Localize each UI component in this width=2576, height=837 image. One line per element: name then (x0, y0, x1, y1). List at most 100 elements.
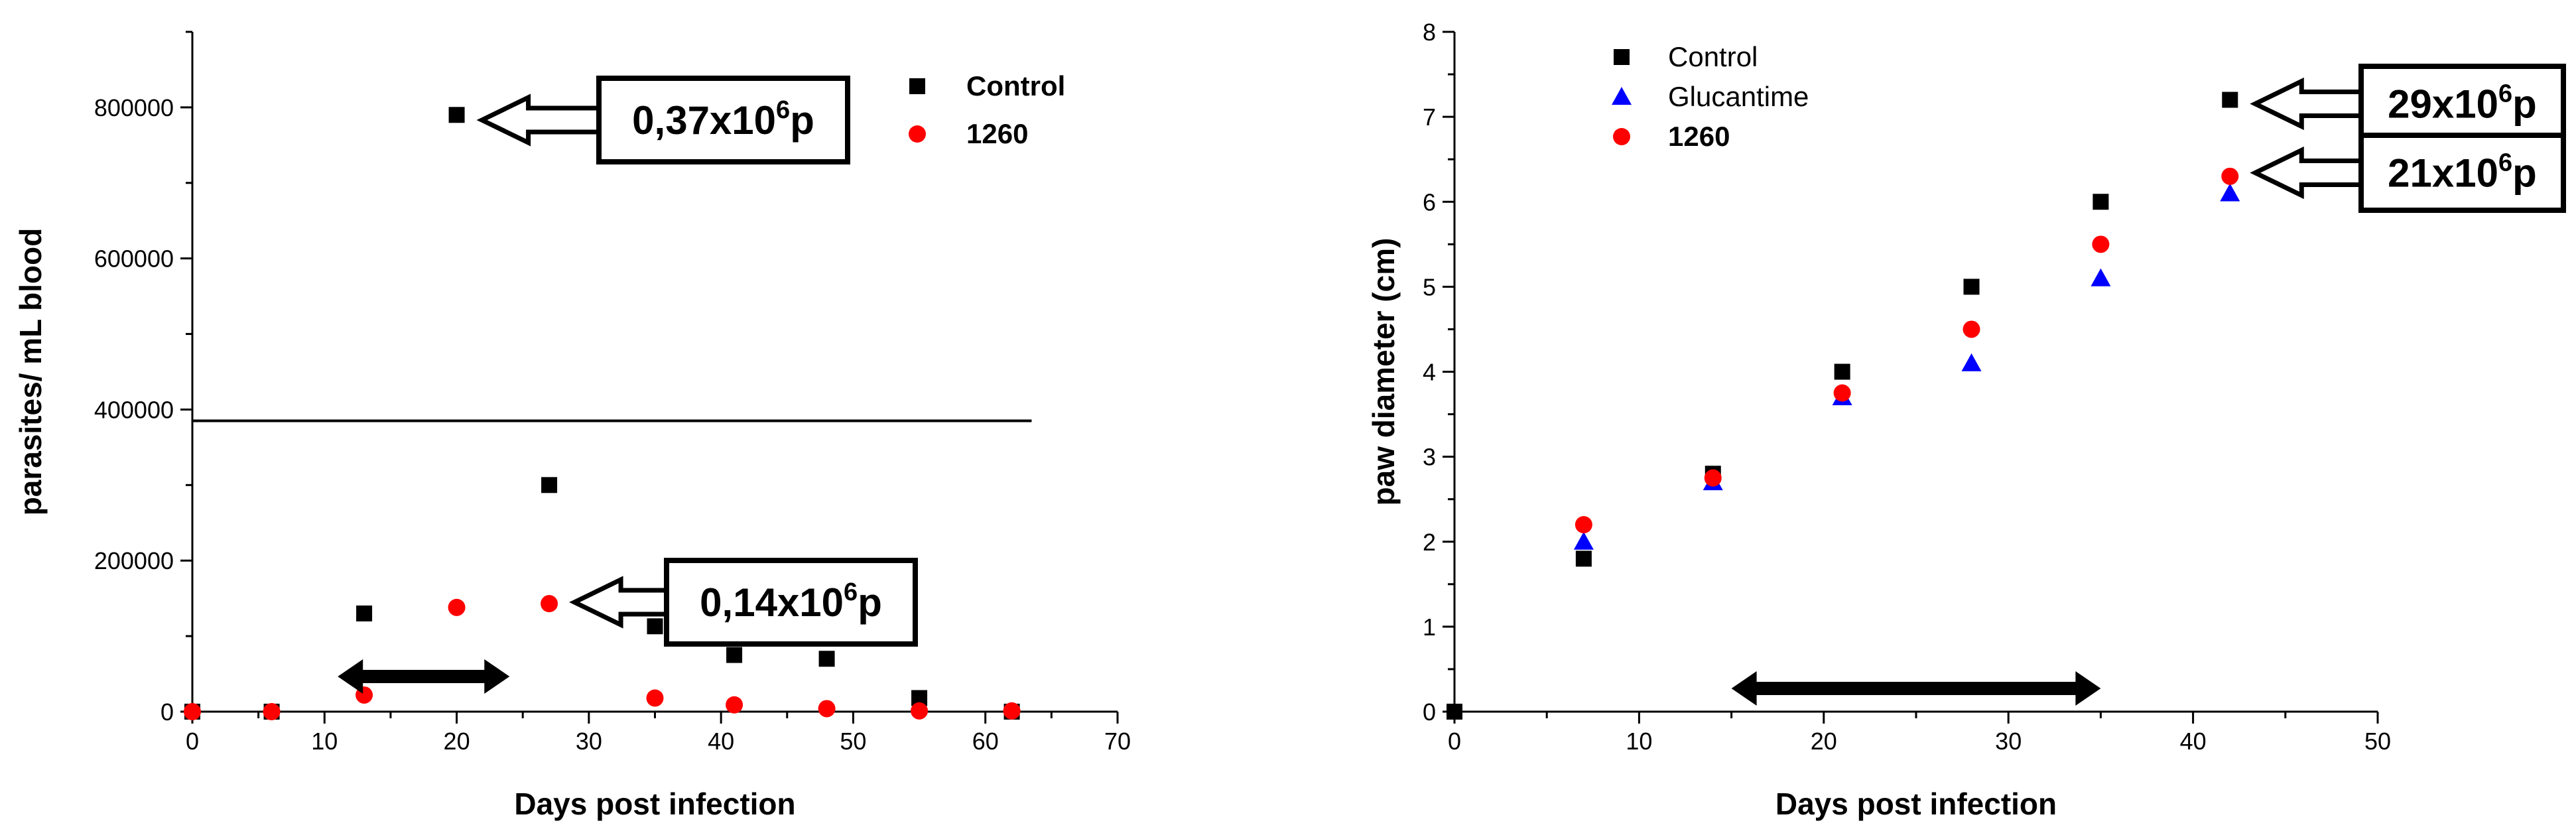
annotation-callout: 0,14x106p (569, 558, 918, 647)
data-point-control (647, 618, 663, 635)
data-point-1260 (911, 702, 929, 720)
y-tick-label: 0 (1423, 698, 1436, 726)
x-tick-label: 20 (444, 728, 470, 755)
treatment-period-arrow (338, 659, 510, 694)
data-point-1260 (646, 689, 664, 707)
annotation-callout: 21x106p (2250, 133, 2566, 213)
y-tick-label: 4 (1423, 359, 1436, 386)
x-tick-label: 40 (708, 728, 734, 755)
x-tick-label: 40 (2180, 728, 2207, 755)
data-point-1260 (2092, 235, 2110, 253)
callout-arrow (476, 94, 604, 147)
data-point-glucantime (2091, 268, 2111, 287)
annotation-callout: 29x106p (2250, 64, 2566, 144)
data-point-1260 (541, 595, 558, 613)
legend-marker-1260 (1613, 128, 1630, 145)
data-point-control (448, 107, 465, 123)
data-point-control (818, 651, 835, 667)
series-1260 (184, 595, 1021, 720)
annotation-callout: 0,37x106p (476, 76, 850, 164)
callout-arrow (2250, 77, 2366, 131)
y-tick-label: 0 (161, 698, 174, 726)
data-point-glucantime (2220, 183, 2240, 202)
data-point-control (541, 477, 558, 493)
y-tick-label: 3 (1423, 444, 1436, 471)
data-point-control (1447, 704, 1462, 720)
callout-label: 0,14x106p (700, 578, 882, 625)
data-point-control (2222, 92, 2238, 108)
x-tick-label: 30 (576, 728, 602, 755)
y-tick-label: 400000 (94, 396, 174, 423)
y-tick-label: 5 (1423, 273, 1436, 300)
series-1260 (1575, 167, 2239, 534)
legend-label-control: Control (966, 70, 1065, 101)
x-tick-label: 60 (972, 728, 999, 755)
callout-box (2358, 64, 2566, 144)
callout-arrow (569, 576, 672, 629)
y-tick-label: 800000 (94, 94, 174, 121)
treatment-period-arrow (1731, 671, 2101, 706)
legend-marker-control (909, 78, 925, 94)
callout-arrow (2250, 146, 2366, 200)
x-tick-label: 10 (311, 728, 338, 755)
legend-marker-control (1614, 49, 1630, 65)
data-point-control (726, 647, 743, 663)
data-point-1260 (1704, 469, 1722, 487)
callout-label-exponent: 6 (2498, 80, 2512, 108)
data-point-control (356, 605, 373, 621)
data-point-control (1575, 550, 1592, 567)
legend-marker-1260 (909, 125, 926, 143)
data-point-1260 (184, 703, 201, 720)
chart-1: 0 10 20 30 40 50 60 70 0 200000 400000 600000 800000… (13, 31, 1131, 821)
callout-label-suffix: p (2512, 151, 2537, 196)
y-tick-label: 6 (1423, 188, 1436, 216)
x-tick-label: 70 (1104, 728, 1131, 755)
data-point-1260 (1963, 320, 1980, 338)
data-point-1260 (726, 696, 743, 714)
legend-label-1260: 1260 (1668, 121, 1730, 152)
y-tick-label: 8 (1423, 19, 1436, 46)
legend-label-control: Control (1668, 41, 1758, 72)
callout-label-base: 0,37x10 (632, 98, 776, 143)
y-tick-label: 600000 (94, 245, 174, 273)
legend: Control 1260 (909, 70, 1065, 149)
y-tick-label: 1 (1423, 613, 1436, 641)
y-tick-label: 7 (1423, 103, 1436, 131)
data-point-1260 (1833, 384, 1851, 402)
data-point-control (2093, 194, 2109, 210)
x-axis-title: Days post infection (514, 787, 795, 821)
y-tick-label: 2 (1423, 529, 1436, 556)
callout-label-suffix: p (790, 98, 814, 143)
callout-box (664, 558, 918, 647)
callout-label: 0,37x106p (632, 96, 814, 143)
x-tick-label: 20 (1811, 728, 1837, 755)
y-axis-title: paw diameter (cm) (1366, 238, 1401, 506)
legend-label-1260: 1260 (966, 118, 1028, 149)
legend: Control Glucantime 1260 (1612, 41, 1809, 152)
data-point-glucantime (1961, 353, 1982, 371)
series-glucantime (1573, 183, 2240, 550)
data-point-glucantime (1573, 531, 1594, 550)
data-point-1260 (818, 700, 836, 718)
callout-label: 21x106p (2388, 149, 2537, 196)
legend-marker-glucantime (1612, 87, 1632, 105)
callout-label-base: 0,14x10 (700, 580, 844, 625)
callout-box (596, 76, 850, 164)
chart-2: 0 10 20 30 40 50 0 1 2 3 4 5 6 7 8 Days post infection p… (1366, 19, 2566, 821)
callout-label-base: 29x10 (2388, 82, 2498, 127)
callout-label-exponent: 6 (776, 96, 790, 124)
callout-label: 29x106p (2388, 80, 2537, 127)
x-tick-label: 50 (840, 728, 866, 755)
x-axis-title: Days post infection (1775, 787, 2057, 821)
data-point-control (1963, 279, 1980, 295)
data-point-1260 (1575, 516, 1592, 534)
x-tick-label: 50 (2364, 728, 2391, 755)
data-point-1260 (2221, 167, 2239, 185)
callout-label-exponent: 6 (2498, 149, 2512, 177)
callout-label-exponent: 6 (844, 578, 858, 606)
data-point-1260 (263, 703, 281, 720)
y-tick-label: 200000 (94, 547, 174, 574)
x-tick-label: 0 (1448, 728, 1461, 755)
callout-label-suffix: p (2512, 82, 2537, 127)
